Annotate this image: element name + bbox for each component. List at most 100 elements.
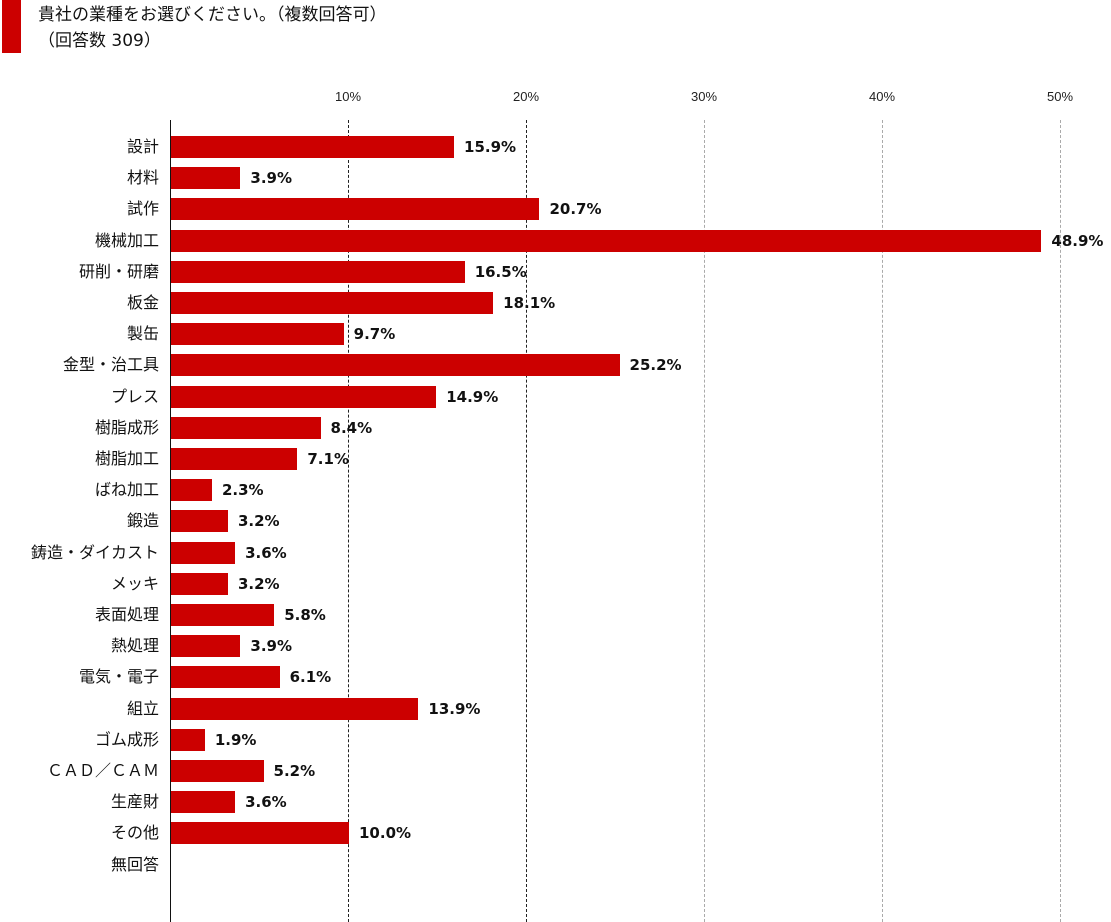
bar — [171, 510, 228, 533]
bar — [171, 760, 264, 782]
bar — [171, 604, 275, 626]
bar — [171, 416, 321, 439]
value-label: 16.5% — [474, 262, 527, 281]
x-tick-label: 30% — [690, 89, 718, 104]
value-label: 9.7% — [353, 325, 396, 344]
category-label: 熱処理 — [110, 636, 159, 656]
category-label: 金型・治工具 — [62, 355, 159, 375]
value-label: 3.6% — [245, 543, 287, 562]
value-label: 14.9% — [446, 387, 499, 406]
category-label: ばね加工 — [94, 480, 159, 500]
bar-row: 研削・研磨 16.5% — [0, 260, 1111, 284]
bar — [171, 728, 205, 751]
bar-row: 機械加工 48.9% — [0, 229, 1111, 253]
category-label: 鍛造 — [126, 511, 159, 531]
bar-row: 樹脂加工 7.1% — [0, 447, 1111, 471]
bar — [171, 572, 228, 595]
bar-row: 試作 20.7% — [0, 197, 1111, 221]
value-label: 15.9% — [464, 138, 517, 156]
category-label: メッキ — [110, 573, 159, 593]
value-label: 8.4% — [330, 418, 373, 437]
value-label: 2.3% — [221, 481, 264, 500]
bar — [171, 229, 1042, 252]
category-label: 材料 — [126, 168, 159, 188]
value-label: 3.9% — [250, 169, 293, 188]
category-label: 製缶 — [126, 324, 159, 344]
value-label: 10.0% — [359, 824, 412, 843]
title-accent-bar — [2, 0, 21, 53]
value-label: 7.1% — [307, 450, 349, 468]
value-label: 6.1% — [289, 668, 332, 687]
bar-row: プレス 14.9% — [0, 385, 1111, 409]
value-label: 13.9% — [428, 699, 481, 718]
bar — [171, 479, 212, 502]
category-label: ＣＡＤ／ＣＡＭ — [46, 761, 159, 780]
gridline — [348, 120, 349, 922]
bar-row: 生産財 3.6% — [0, 790, 1111, 814]
category-label: 試作 — [126, 199, 159, 219]
category-label: 無回答 — [110, 854, 159, 874]
bar-row: 熱処理 3.9% — [0, 634, 1111, 658]
bar — [171, 822, 349, 845]
bar — [171, 323, 344, 346]
bar — [171, 292, 494, 314]
gridline — [704, 120, 705, 922]
x-tick-label: 40% — [868, 89, 896, 104]
value-label: 3.9% — [250, 637, 293, 656]
category-label: 板金 — [126, 293, 159, 312]
category-label: 電気・電子 — [78, 667, 159, 687]
bar-row: 表面処理 5.8% — [0, 603, 1111, 627]
value-label: 18.1% — [503, 294, 556, 312]
bar — [171, 541, 236, 564]
bar — [171, 354, 620, 377]
gridline — [882, 120, 883, 922]
value-label: 3.6% — [245, 793, 287, 812]
category-label: プレス — [110, 386, 159, 406]
x-tick-label: 20% — [512, 89, 540, 104]
category-label: 樹脂成形 — [94, 417, 159, 437]
bar-row: ばね加工 2.3% — [0, 478, 1111, 502]
value-label: 3.2% — [237, 512, 280, 531]
bar-row: 製缶 9.7% — [0, 322, 1111, 346]
value-label: 25.2% — [629, 356, 682, 375]
bar — [171, 167, 241, 190]
bar — [171, 385, 437, 408]
bar — [171, 198, 540, 221]
value-label: 3.2% — [237, 574, 280, 593]
bar — [171, 697, 419, 720]
bar — [171, 260, 465, 283]
bar — [171, 791, 236, 814]
value-label: 48.9% — [1051, 231, 1104, 250]
chart-title-line2: （回答数 309） — [38, 31, 161, 51]
category-label: 研削・研磨 — [78, 261, 159, 281]
bar-row: その他 10.0% — [0, 821, 1111, 845]
category-label: 鋳造・ダイカスト — [30, 542, 159, 562]
value-label: 1.9% — [214, 730, 257, 749]
gridline — [526, 120, 527, 922]
bar-row: 材料 3.9% — [0, 166, 1111, 190]
category-label: 機械加工 — [94, 230, 159, 250]
category-label: 表面処理 — [94, 605, 159, 624]
category-label: 樹脂加工 — [94, 449, 159, 468]
chart-title: 貴社の業種をお選びください。（複数回答可） （回答数 309） — [38, 2, 387, 54]
bar-row: ゴム成形 1.9% — [0, 728, 1111, 752]
category-label: 設計 — [126, 137, 159, 156]
bar — [171, 136, 455, 158]
bar — [171, 448, 298, 470]
value-label: 5.2% — [273, 762, 316, 780]
bar-row: 組立 13.9% — [0, 697, 1111, 721]
category-label: 生産財 — [110, 792, 159, 812]
bar-row: 無回答 — [0, 853, 1111, 877]
gridline — [1060, 120, 1061, 922]
x-tick-label: 10% — [334, 89, 362, 104]
bar-row: ＣＡＤ／ＣＡＭ 5.2% — [0, 759, 1111, 783]
bar-row: 金型・治工具 25.2% — [0, 353, 1111, 377]
x-tick-label: 50% — [1046, 89, 1074, 104]
bar-row: メッキ 3.2% — [0, 572, 1111, 596]
value-label: 5.8% — [284, 606, 326, 624]
bar-row: 鍛造 3.2% — [0, 509, 1111, 533]
category-label: その他 — [110, 823, 159, 843]
category-label: 組立 — [126, 698, 159, 718]
bar-row: 樹脂成形 8.4% — [0, 416, 1111, 440]
bar-row: 板金 18.1% — [0, 291, 1111, 315]
